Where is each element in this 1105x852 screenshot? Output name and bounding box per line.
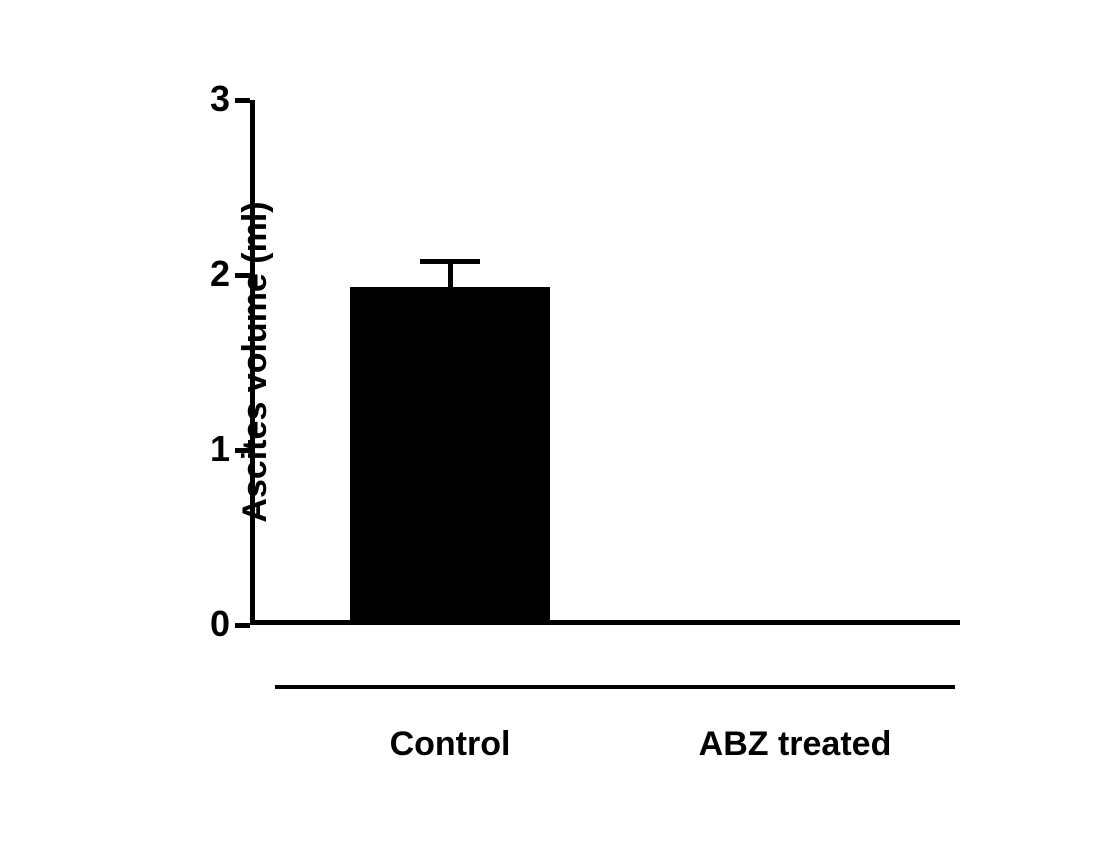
y-tick-label: 0 [190,603,230,645]
x-axis-label-control: Control [320,725,580,764]
y-tick [235,98,250,103]
y-tick-label: 3 [190,78,230,120]
y-tick-label: 2 [190,253,230,295]
y-axis-title: Ascites volume (ml) [236,201,275,522]
x-axis-divider [275,685,955,689]
bar-control [350,287,550,625]
y-tick-label: 1 [190,428,230,470]
y-tick [235,623,250,628]
error-bar-cap [420,259,480,264]
y-axis-line [250,100,255,625]
y-tick [235,448,250,453]
error-bar-line [448,261,453,287]
x-axis-label-abz-treated: ABZ treated [665,725,925,764]
y-tick [235,273,250,278]
bar-chart-container: Ascites volume (ml) 0123 ControlABZ trea… [95,100,965,750]
bar-abz-treated [695,622,895,626]
